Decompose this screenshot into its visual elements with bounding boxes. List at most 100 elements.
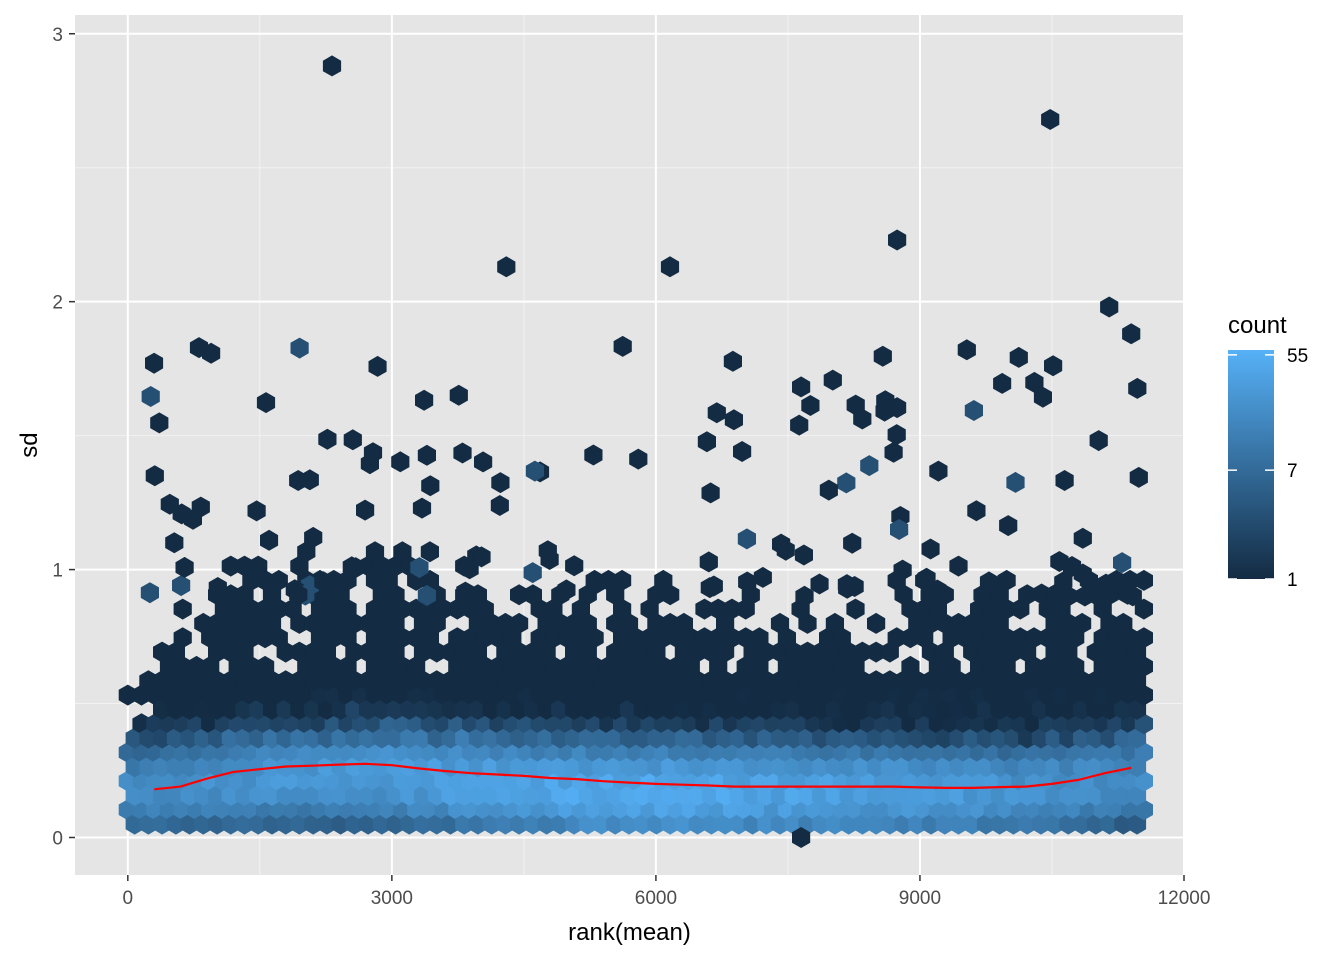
hex-bin xyxy=(551,612,570,634)
hex-bin xyxy=(935,612,954,634)
hex-bin xyxy=(880,670,899,692)
hex-bin xyxy=(141,386,160,407)
hex-bin xyxy=(318,428,337,450)
hex-bin xyxy=(837,472,856,494)
hex-bin xyxy=(417,585,436,606)
hex-bin xyxy=(733,441,752,462)
hex-bin xyxy=(290,641,309,663)
hex-bin xyxy=(523,562,542,584)
hex-bin xyxy=(472,546,491,568)
hex-bin xyxy=(1134,627,1153,649)
hex-bin xyxy=(801,395,820,416)
hex-bin-outlier xyxy=(1041,109,1060,130)
hex-bin xyxy=(415,389,434,411)
hex-bin-outlier xyxy=(660,256,680,278)
hex-bin xyxy=(538,540,557,562)
hex-bin xyxy=(421,475,440,497)
hex-bin xyxy=(1032,583,1051,605)
hex-bin xyxy=(629,448,648,470)
hex-bin xyxy=(846,598,865,620)
hex-bin xyxy=(1096,573,1116,595)
hex-bin xyxy=(453,442,472,464)
hex-bin xyxy=(173,627,192,649)
hex-bin xyxy=(360,453,379,475)
hex-bin xyxy=(867,612,886,634)
hex-bin xyxy=(584,444,603,466)
hex-bin xyxy=(770,612,790,634)
hex-bin xyxy=(794,544,813,566)
hex-bin xyxy=(1089,430,1108,452)
hex-bin xyxy=(139,670,158,692)
hex-bin xyxy=(697,431,716,453)
hex-bin xyxy=(853,408,872,430)
hex-bin xyxy=(356,499,375,521)
x-tick-label: 3000 xyxy=(371,888,413,909)
hex-bin xyxy=(391,451,410,473)
hex-bin xyxy=(491,472,510,494)
hex-bin xyxy=(160,493,179,515)
hex-bin xyxy=(290,337,309,359)
hex-bin xyxy=(810,573,829,595)
hex-bin xyxy=(378,579,397,601)
hex-bin xyxy=(993,372,1012,394)
hex-bin xyxy=(1018,584,1037,606)
hex-bin xyxy=(867,670,886,692)
hex-bin xyxy=(1033,386,1052,408)
hex-bin xyxy=(165,532,184,554)
hex-bin xyxy=(722,598,741,620)
hex-bin xyxy=(1050,551,1069,572)
hex-bin xyxy=(304,526,323,548)
hex-bin xyxy=(819,479,838,501)
hex-bin xyxy=(876,390,895,412)
hex-bin xyxy=(276,670,295,692)
hex-bin xyxy=(1128,377,1147,399)
hex-bin xyxy=(290,612,309,634)
hex-bin xyxy=(276,641,295,663)
hex-bin xyxy=(269,569,288,591)
hex-bin xyxy=(949,555,968,577)
hex-bin xyxy=(701,482,720,504)
hex-bin xyxy=(1055,470,1074,491)
hex-bin xyxy=(346,557,365,579)
hex-bin xyxy=(345,612,364,634)
hex-bin xyxy=(525,460,544,482)
hex-bin xyxy=(578,612,597,634)
hex-bin xyxy=(997,569,1016,591)
hex-bin xyxy=(843,532,862,554)
hex-bin xyxy=(724,409,743,431)
hex-bin xyxy=(1118,583,1137,605)
hex-bin xyxy=(798,612,817,634)
minor-gridlines xyxy=(75,15,1184,875)
x-tick-label: 12000 xyxy=(1158,888,1211,909)
hex-bin xyxy=(853,641,872,663)
hex-bin xyxy=(661,584,680,606)
hex-bin xyxy=(175,556,194,578)
hex-bin xyxy=(510,612,529,634)
hex-bin xyxy=(741,584,760,606)
hex-bin xyxy=(208,577,227,598)
hex-bin xyxy=(262,670,282,692)
hex-bin xyxy=(221,555,240,577)
hex-bin xyxy=(929,460,948,482)
hex-bin xyxy=(860,455,879,477)
hex-bin-outlier xyxy=(1100,296,1119,318)
hex-bin xyxy=(1114,612,1133,634)
hex-bin xyxy=(1113,552,1132,574)
hex-bin xyxy=(1004,670,1023,692)
hex-bin xyxy=(460,558,479,580)
hex-bin xyxy=(1025,371,1044,393)
hex-bin xyxy=(427,670,446,692)
hex-bin xyxy=(343,429,362,451)
hex-bin xyxy=(967,500,986,522)
hex-bin xyxy=(776,539,795,561)
y-tick-label: 1 xyxy=(52,561,63,582)
hex-bin xyxy=(1075,585,1094,607)
hex-bin xyxy=(1073,670,1092,692)
hex-bin xyxy=(153,641,172,663)
hex-bin xyxy=(784,641,803,663)
legend-label: 55 xyxy=(1287,346,1308,367)
hex-bin xyxy=(949,612,968,634)
y-axis-ticks: 0 1 2 3 xyxy=(52,25,75,849)
hex-bin xyxy=(417,444,436,466)
